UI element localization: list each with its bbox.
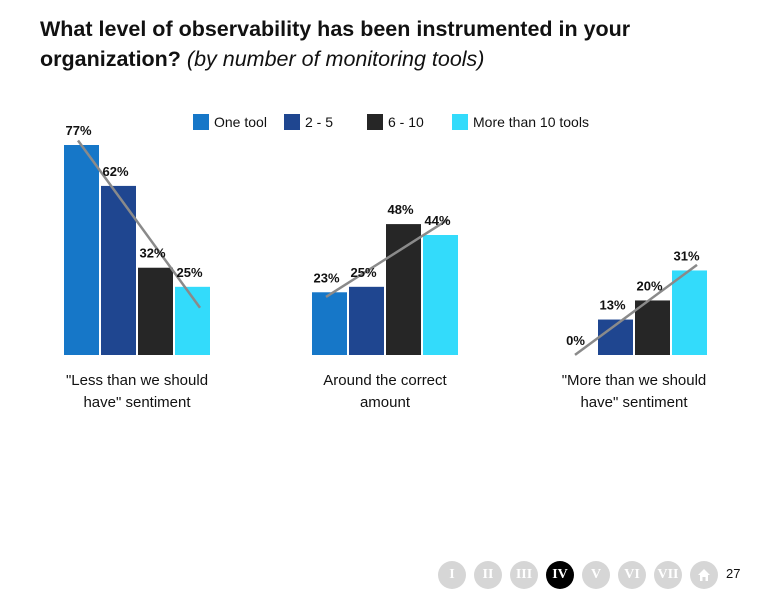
chart-title-main: What level of observability has been ins…: [40, 17, 631, 71]
category-label-2-line-2: amount: [360, 394, 411, 411]
home-button[interactable]: [690, 561, 718, 589]
nav-section-label: I: [449, 567, 455, 582]
bar-1-1: [64, 145, 99, 355]
category-label-1-line-2: have" sentiment: [83, 394, 191, 411]
data-label-3-3: 20%: [636, 278, 662, 293]
nav-section-label: VI: [624, 567, 640, 582]
category-label-2-line-1: Around the correct: [323, 372, 447, 389]
chart-title: What level of observability has been ins…: [40, 14, 740, 74]
bar-2-2: [349, 286, 384, 355]
legend-swatch-2: [284, 114, 300, 130]
nav-section-II[interactable]: II: [474, 561, 502, 589]
bar-2-3: [386, 224, 421, 355]
data-label-2-3: 48%: [387, 202, 413, 217]
nav-section-label: IV: [552, 567, 568, 582]
category-label-3-line-2: have" sentiment: [580, 394, 688, 411]
nav-section-label: III: [515, 567, 533, 582]
data-label-1-1: 77%: [65, 123, 91, 138]
data-label-2-2: 25%: [350, 265, 376, 280]
legend-label-1: One tool: [214, 114, 267, 130]
legend-label-2: 2 - 5: [305, 114, 333, 130]
trend-line-3: [574, 263, 698, 356]
nav-section-VI[interactable]: VI: [618, 561, 646, 589]
category-label-3-line-1: "More than we should: [562, 372, 707, 389]
bar-3-4: [672, 270, 707, 355]
nav-section-label: V: [590, 567, 602, 582]
data-label-2-4: 44%: [424, 213, 450, 228]
data-label-3-1: 0%: [566, 333, 585, 348]
bar-3-3: [635, 300, 670, 355]
nav-section-IV[interactable]: IV: [546, 561, 574, 589]
legend-swatch-4: [452, 114, 468, 130]
data-label-1-2: 62%: [102, 164, 128, 179]
bar-1-3: [138, 267, 173, 355]
legend-swatch-3: [367, 114, 383, 130]
nav-section-VII[interactable]: VII: [654, 561, 682, 589]
category-label-1-line-1: "Less than we should: [66, 372, 208, 389]
data-label-3-2: 13%: [599, 298, 625, 313]
nav-section-III[interactable]: III: [510, 561, 538, 589]
bar-chart: One tool 2 - 5 6 - 10 More than 10 tools 77%…: [64, 114, 707, 411]
home-icon: [698, 569, 710, 581]
data-label-1-4: 25%: [176, 265, 202, 280]
legend-label-3: 6 - 10: [388, 114, 424, 130]
legend-swatch-1: [193, 114, 209, 130]
legend-label-4: More than 10 tools: [473, 114, 589, 130]
chart-title-subtitle: (by number of monitoring tools): [186, 47, 485, 71]
nav-section-label: VII: [657, 567, 679, 582]
page-number: 27: [726, 566, 741, 581]
trend-line-2: [325, 218, 449, 299]
bar-2-4: [423, 235, 458, 355]
nav-section-I[interactable]: I: [438, 561, 466, 589]
data-label-1-3: 32%: [139, 246, 165, 261]
trend-line-1: [76, 139, 202, 309]
data-label-2-1: 23%: [313, 270, 339, 285]
nav-section-V[interactable]: V: [582, 561, 610, 589]
data-label-3-4: 31%: [673, 248, 699, 263]
bar-2-1: [312, 292, 347, 355]
nav-section-label: II: [482, 567, 494, 582]
